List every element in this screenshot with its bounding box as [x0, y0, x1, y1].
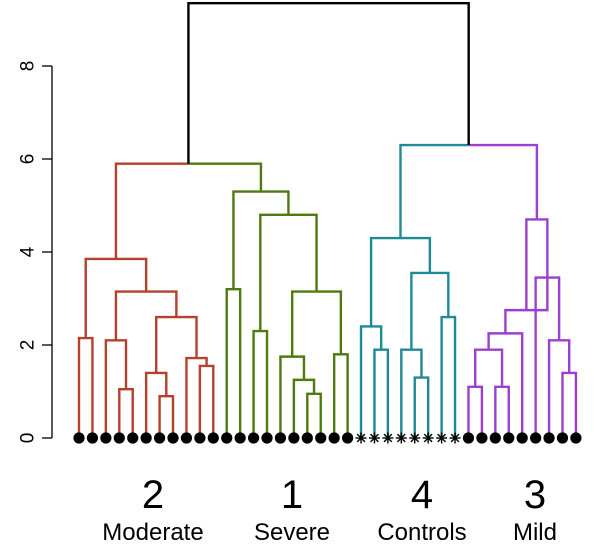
root-branch — [187, 2, 470, 164]
y-tick-label: 8 — [18, 61, 39, 72]
dendrogram-branch — [155, 315, 198, 373]
leaf-star-marker — [449, 432, 461, 444]
dendrogram-branch — [332, 353, 349, 438]
cluster-group-label: Mild — [513, 519, 557, 545]
y-tick-label: 0 — [18, 433, 39, 444]
leaf-dot-marker — [315, 432, 327, 444]
dendrogram-branch — [547, 339, 571, 438]
leaf-star-marker — [409, 432, 421, 444]
leaf-dot-marker — [194, 432, 206, 444]
dendrogram-branch — [259, 213, 318, 332]
leaf-dot-marker — [489, 432, 501, 444]
leaf-star-marker — [395, 432, 407, 444]
leaf-dot-marker — [207, 432, 219, 444]
leaf-star-marker — [355, 432, 367, 444]
dendrogram-branch — [400, 348, 423, 438]
leaf-star-marker — [382, 432, 394, 444]
cluster-group-label: Moderate — [102, 519, 203, 545]
y-axis: 0 2 4 6 8 — [18, 61, 53, 444]
y-tick-label: 4 — [18, 246, 39, 257]
dendrogram-branch — [468, 143, 539, 220]
leaf-dot-marker — [73, 432, 85, 444]
leaf-dot-marker — [140, 432, 152, 444]
dendrogram-branch — [144, 371, 168, 438]
leaf-dot-marker — [570, 432, 582, 444]
cluster-number: 4 — [411, 473, 433, 517]
leaf-dot-marker — [180, 432, 193, 444]
cluster-group-label: Severe — [254, 519, 330, 545]
leaf-dot-marker — [247, 432, 260, 444]
y-tick-label: 2 — [18, 340, 39, 351]
leaf-dot-marker — [167, 432, 179, 444]
dendrogram-branch — [291, 290, 343, 357]
leaf-dot-marker — [556, 432, 569, 444]
dendrogram-branch — [359, 325, 383, 438]
dendrogram-branches — [77, 2, 578, 438]
leaf-dot-marker — [100, 432, 112, 444]
dendrogram-branch — [77, 336, 94, 438]
leaf-dot-marker — [462, 432, 475, 444]
dendrogram-branch — [413, 376, 430, 438]
leaf-star-marker — [436, 432, 448, 444]
leaf-dot-marker — [113, 432, 125, 444]
dendrogram-branch — [494, 385, 510, 438]
leaf-dot-marker — [221, 432, 233, 444]
leaf-dot-marker — [530, 432, 542, 444]
cluster-number: 3 — [524, 473, 546, 517]
dendrogram-branch — [279, 355, 306, 438]
leaf-dot-marker — [543, 432, 555, 444]
dendrogram-branch — [440, 315, 457, 438]
cluster-group-label: Controls — [377, 519, 466, 545]
dendrogram-branch — [118, 387, 134, 438]
dendrogram-branch — [399, 143, 469, 239]
leaf-dot-marker — [153, 432, 166, 444]
leaf-dot-marker — [274, 432, 287, 444]
dendrogram-branch — [188, 162, 263, 192]
y-tick-label: 6 — [18, 154, 39, 165]
dendrogram-branch — [198, 364, 215, 438]
cluster-number: 1 — [281, 473, 303, 517]
dendrogram-branch — [185, 356, 208, 438]
leaf-dot-marker — [516, 432, 528, 444]
dendrogram-branch — [158, 394, 175, 438]
leaf-dot-marker — [261, 432, 273, 444]
dendrogram-branch — [292, 378, 316, 438]
dendrogram-branch — [373, 348, 390, 438]
leaf-dot-marker — [301, 432, 313, 444]
dendrogram-branch — [252, 329, 269, 438]
leaf-star-marker — [422, 432, 434, 444]
dendrogram-branch — [306, 392, 322, 438]
dendrogram-branch — [525, 218, 549, 311]
dendrogram-branch — [467, 385, 484, 438]
leaf-dot-marker — [86, 432, 99, 444]
cluster-number: 2 — [142, 473, 164, 517]
leaf-dot-marker — [342, 432, 354, 444]
leaf-markers — [73, 432, 582, 444]
leaf-dot-marker — [328, 432, 340, 444]
leaf-dot-marker — [288, 432, 300, 444]
leaf-star-marker — [368, 432, 380, 444]
leaf-dot-marker — [503, 432, 515, 444]
dendrogram-branch — [561, 371, 578, 438]
dendrogram-branch — [225, 288, 242, 438]
dendrogram-branch — [114, 162, 189, 259]
dendrogram-branch — [473, 348, 504, 387]
leaf-dot-marker — [127, 432, 139, 444]
leaf-dot-marker — [476, 432, 488, 444]
dendrogram-branch — [369, 236, 432, 327]
leaf-dot-marker — [234, 432, 246, 444]
